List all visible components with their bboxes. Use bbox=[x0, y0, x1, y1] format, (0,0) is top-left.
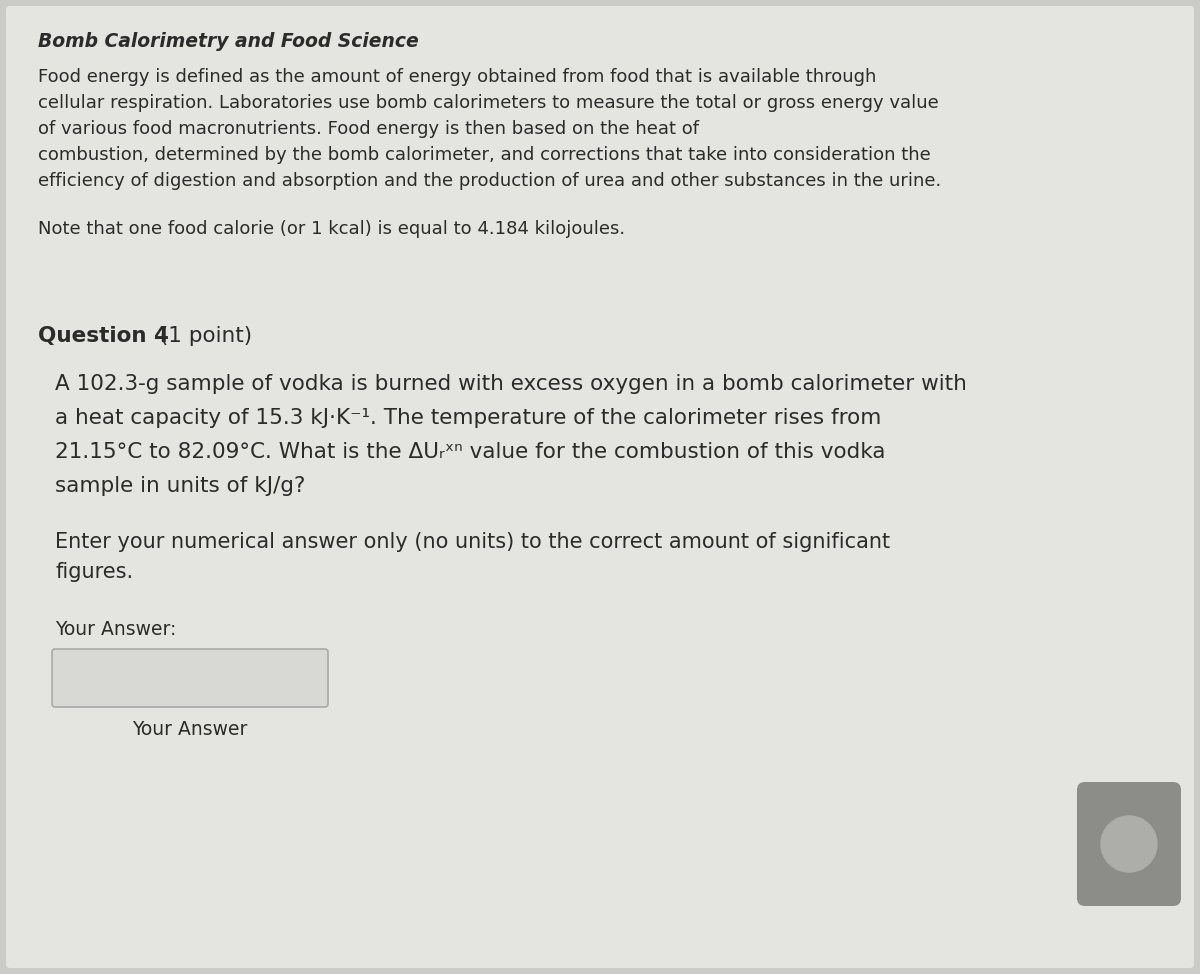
Text: a heat capacity of 15.3 kJ·K⁻¹. The temperature of the calorimeter rises from: a heat capacity of 15.3 kJ·K⁻¹. The temp… bbox=[55, 408, 881, 428]
Text: Your Answer:: Your Answer: bbox=[55, 620, 176, 639]
Text: figures.: figures. bbox=[55, 562, 133, 582]
Text: efficiency of digestion and absorption and the production of urea and other subs: efficiency of digestion and absorption a… bbox=[38, 172, 941, 190]
Text: cellular respiration. Laboratories use bomb calorimeters to measure the total or: cellular respiration. Laboratories use b… bbox=[38, 94, 938, 112]
Text: 21.15°C to 82.09°C. What is the ΔUᵣˣⁿ value for the combustion of this vodka: 21.15°C to 82.09°C. What is the ΔUᵣˣⁿ va… bbox=[55, 442, 886, 462]
Text: of various food macronutrients. Food energy is then based on the heat of: of various food macronutrients. Food ene… bbox=[38, 120, 698, 138]
Text: Question 4: Question 4 bbox=[38, 326, 169, 346]
FancyBboxPatch shape bbox=[1078, 782, 1181, 906]
Text: Bomb Calorimetry and Food Science: Bomb Calorimetry and Food Science bbox=[38, 32, 419, 51]
Text: Food energy is defined as the amount of energy obtained from food that is availa: Food energy is defined as the amount of … bbox=[38, 68, 876, 86]
Text: sample in units of kJ/g?: sample in units of kJ/g? bbox=[55, 476, 305, 496]
Circle shape bbox=[1102, 816, 1157, 872]
Text: (1 point): (1 point) bbox=[154, 326, 252, 346]
FancyBboxPatch shape bbox=[52, 649, 328, 707]
Text: Your Answer: Your Answer bbox=[132, 720, 247, 739]
Text: A 102.3-g sample of vodka is burned with excess oxygen in a bomb calorimeter wit: A 102.3-g sample of vodka is burned with… bbox=[55, 374, 967, 394]
Text: Enter your numerical answer only (no units) to the correct amount of significant: Enter your numerical answer only (no uni… bbox=[55, 532, 890, 552]
FancyBboxPatch shape bbox=[6, 6, 1194, 968]
Text: combustion, determined by the bomb calorimeter, and corrections that take into c: combustion, determined by the bomb calor… bbox=[38, 146, 931, 164]
Text: Note that one food calorie (or 1 kcal) is equal to 4.184 kilojoules.: Note that one food calorie (or 1 kcal) i… bbox=[38, 220, 625, 238]
